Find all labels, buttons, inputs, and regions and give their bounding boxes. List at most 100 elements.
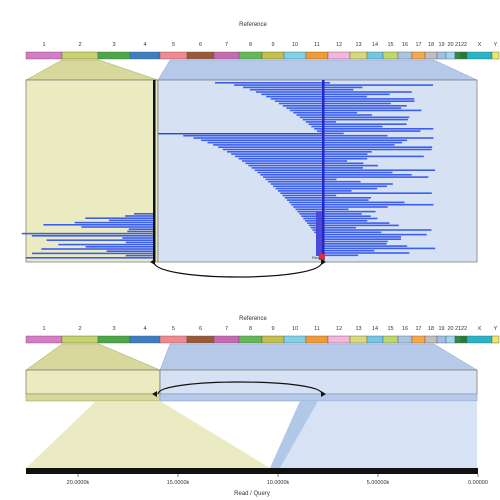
top-alignment-bar[interactable] xyxy=(318,250,374,252)
top-alignment-bar[interactable] xyxy=(299,213,361,215)
bottom-chrom-segment-3[interactable] xyxy=(98,336,130,343)
top-chrom-segment-15[interactable] xyxy=(383,52,398,59)
top-alignment-bar[interactable] xyxy=(218,146,432,148)
top-breakpoint-right[interactable] xyxy=(322,80,325,262)
top-alignment-bar[interactable] xyxy=(293,206,387,208)
top-chrom-segment-1[interactable] xyxy=(26,52,62,59)
top-left-alignment-bar[interactable] xyxy=(32,235,154,237)
top-chrom-segment-14[interactable] xyxy=(367,52,383,59)
top-alignment-bar[interactable] xyxy=(263,176,428,178)
bottom-chrom-segment-13[interactable] xyxy=(350,336,367,343)
top-alignment-bar[interactable] xyxy=(266,179,337,181)
top-chrom-segment-22[interactable] xyxy=(461,52,467,59)
top-left-alignment-bar[interactable] xyxy=(126,242,154,244)
top-chrom-segment-20[interactable] xyxy=(446,52,455,59)
top-alignment-bar[interactable] xyxy=(297,114,372,116)
top-alignment-bar[interactable] xyxy=(266,96,367,98)
top-left-alignment-bar[interactable] xyxy=(126,255,154,257)
top-left-alignment-bar[interactable] xyxy=(107,250,154,252)
top-breakpoint-left[interactable] xyxy=(153,80,156,262)
top-left-alignment-bar[interactable] xyxy=(41,248,154,250)
top-alignment-bar[interactable] xyxy=(243,87,362,89)
top-left-alignment-bar[interactable] xyxy=(22,233,154,235)
top-alignment-bar[interactable] xyxy=(231,153,367,155)
top-alignment-bar[interactable] xyxy=(234,84,433,86)
bottom-chrom-segment-4[interactable] xyxy=(130,336,160,343)
bottom-right-read-segment[interactable] xyxy=(160,394,477,401)
top-alignment-bar[interactable] xyxy=(318,245,407,247)
top-left-alignment-bar[interactable] xyxy=(47,239,154,241)
top-alignment-bar[interactable] xyxy=(318,248,435,250)
top-alignment-bar[interactable] xyxy=(305,220,367,222)
bottom-chrom-segment-19[interactable] xyxy=(437,336,446,343)
bottom-chrom-segment-21[interactable] xyxy=(455,336,461,343)
top-chrom-segment-4[interactable] xyxy=(130,52,160,59)
top-alignment-bar[interactable] xyxy=(245,163,363,165)
top-alignment-bar[interactable] xyxy=(303,119,408,121)
top-chrom-segment-9[interactable] xyxy=(262,52,284,59)
top-junction-arc[interactable] xyxy=(154,262,322,277)
top-alignment-bar[interactable] xyxy=(256,91,412,93)
top-chrom-segment-16[interactable] xyxy=(398,52,412,59)
top-alignment-bar[interactable] xyxy=(290,110,422,112)
top-alignment-bar[interactable] xyxy=(314,128,433,130)
top-alignment-bar[interactable] xyxy=(283,195,337,197)
top-alignment-bar[interactable] xyxy=(287,199,369,201)
bottom-chrom-segment-14[interactable] xyxy=(367,336,383,343)
bottom-chrom-segment-7[interactable] xyxy=(214,336,239,343)
top-left-alignment-bar[interactable] xyxy=(125,215,154,217)
top-chrom-segment-Y[interactable] xyxy=(492,52,499,59)
top-chrom-segment-2[interactable] xyxy=(62,52,98,59)
top-alignment-bar[interactable] xyxy=(285,197,371,199)
top-alignment-bar[interactable] xyxy=(318,243,387,245)
bottom-chrom-segment-20[interactable] xyxy=(446,336,455,343)
top-chrom-segment-8[interactable] xyxy=(239,52,262,59)
bottom-chrom-segment-10[interactable] xyxy=(284,336,306,343)
bottom-chrom-segment-16[interactable] xyxy=(398,336,412,343)
top-chrom-segment-12[interactable] xyxy=(328,52,350,59)
top-chrom-segment-17[interactable] xyxy=(412,52,425,59)
bottom-chrom-segment-6[interactable] xyxy=(187,336,214,343)
top-alignment-bar[interactable] xyxy=(306,121,336,123)
bottom-chrom-segment-15[interactable] xyxy=(383,336,398,343)
bottom-left-read-segment[interactable] xyxy=(26,394,160,401)
top-chrom-segment-5[interactable] xyxy=(160,52,187,59)
top-alignment-bar[interactable] xyxy=(201,140,407,142)
top-chrom-segment-X[interactable] xyxy=(467,52,492,59)
top-alignment-bar[interactable] xyxy=(260,174,411,176)
top-alignment-bar[interactable] xyxy=(301,215,371,217)
top-left-alignment-bar[interactable] xyxy=(43,224,154,226)
top-alignment-bar[interactable] xyxy=(317,130,421,132)
top-alignment-bar[interactable] xyxy=(318,238,401,240)
top-chrom-segment-7[interactable] xyxy=(214,52,239,59)
top-left-alignment-bar[interactable] xyxy=(86,246,154,248)
top-alignment-bar[interactable] xyxy=(291,204,433,206)
top-alignment-bar[interactable] xyxy=(279,103,391,105)
top-alignment-bar[interactable] xyxy=(268,181,360,183)
top-alignment-bar[interactable] xyxy=(303,218,377,220)
top-alignment-bar[interactable] xyxy=(242,160,347,162)
top-alignment-bar[interactable] xyxy=(250,89,354,91)
top-left-alignment-bar[interactable] xyxy=(129,228,154,230)
bottom-chrom-segment-5[interactable] xyxy=(160,336,187,343)
bottom-chrom-segment-9[interactable] xyxy=(262,336,284,343)
top-alignment-bar[interactable] xyxy=(316,234,427,236)
top-alignment-bar[interactable] xyxy=(255,169,435,171)
top-alignment-bar[interactable] xyxy=(223,149,432,151)
top-chrom-segment-18[interactable] xyxy=(425,52,437,59)
top-left-alignment-bar[interactable] xyxy=(75,222,154,224)
top-alignment-bar[interactable] xyxy=(280,192,432,194)
top-alignment-bar[interactable] xyxy=(283,105,407,107)
bottom-chrom-segment-8[interactable] xyxy=(239,336,262,343)
top-chrom-segment-10[interactable] xyxy=(284,52,306,59)
top-alignment-bar[interactable] xyxy=(318,241,388,243)
top-alignment-bar[interactable] xyxy=(194,137,434,139)
top-alignment-bar[interactable] xyxy=(300,117,410,119)
top-alignment-bar[interactable] xyxy=(227,151,372,153)
top-left-alignment-bar[interactable] xyxy=(109,220,154,222)
top-left-alignment-bar[interactable] xyxy=(85,217,154,219)
bottom-chrom-segment-X[interactable] xyxy=(467,336,492,343)
top-alignment-bar[interactable] xyxy=(271,183,393,185)
top-alignment-bar[interactable] xyxy=(213,144,395,146)
top-alignment-bar[interactable] xyxy=(297,211,375,213)
